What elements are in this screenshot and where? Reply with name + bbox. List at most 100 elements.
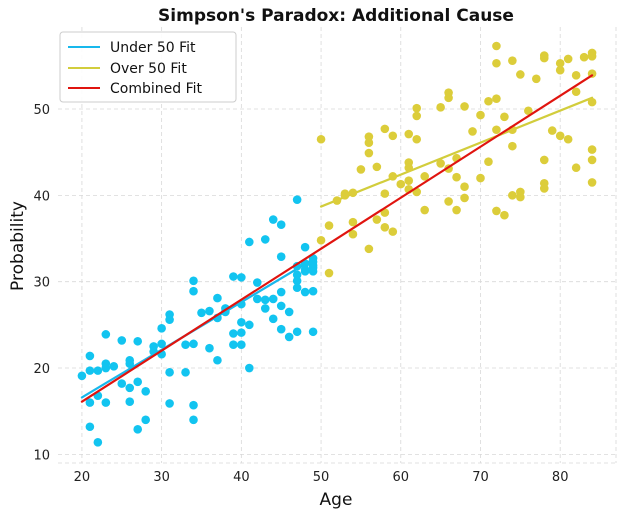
over-data-point: [563, 134, 573, 144]
over-data-point: [460, 102, 469, 111]
under-data-point: [125, 383, 135, 393]
over-data-point: [436, 102, 445, 112]
over-data-point: [539, 155, 549, 165]
under-data-point: [93, 366, 103, 375]
under-data-point: [85, 366, 95, 375]
over-data-point: [516, 192, 525, 202]
over-data-point: [500, 112, 509, 122]
over-data-point: [436, 159, 445, 168]
x-tick-label: 70: [472, 470, 489, 485]
under-data-point: [276, 220, 286, 230]
tick-labels: 20 30 40 50 60 70 80 10 20 30 40 50: [33, 103, 568, 485]
combined-fit-line: [80, 74, 594, 403]
over-data-point: [492, 41, 501, 51]
over-data-point: [587, 52, 597, 61]
over-data-point: [555, 58, 565, 68]
under-data-point: [157, 324, 166, 333]
over-data-point: [539, 53, 549, 63]
over-data-point: [492, 58, 501, 68]
over-data-point: [340, 189, 350, 198]
x-tick-label: 60: [392, 470, 409, 485]
over-data-point: [587, 97, 597, 107]
x-tick-label: 40: [233, 470, 250, 485]
under-data-point: [165, 399, 174, 408]
under-data-point: [245, 237, 254, 247]
under-data-point: [292, 327, 302, 337]
over-data-point: [508, 56, 517, 65]
under-data-point: [252, 294, 262, 304]
over-data-point: [476, 173, 485, 183]
over-data-point: [316, 235, 326, 245]
over-data-point: [516, 70, 525, 79]
over-data-point: [531, 74, 541, 84]
under-data-point: [77, 371, 87, 381]
under-data-point: [213, 355, 222, 365]
under-data-point: [292, 283, 302, 293]
legend-label-over: Over 50 Fit: [110, 61, 187, 77]
over-data-point: [468, 127, 477, 136]
under-data-point: [189, 400, 198, 410]
over-data-point: [348, 229, 358, 239]
over-data-point: [364, 132, 374, 141]
under-data-point: [189, 286, 198, 296]
under-data-point: [117, 379, 127, 388]
under-data-point: [308, 327, 318, 337]
under-data-point: [300, 287, 310, 297]
over-data-point: [348, 188, 358, 198]
under-data-point: [205, 343, 214, 353]
over-data-point: [316, 134, 326, 144]
under-data-point: [292, 195, 302, 204]
under-data-point: [268, 215, 278, 224]
under-data-point: [268, 314, 278, 324]
under-data-point: [141, 415, 150, 425]
legend-label-combined: Combined Fit: [110, 81, 203, 97]
over-data-point: [396, 179, 406, 189]
over-data-point: [587, 155, 597, 165]
over-50-fit-line: [319, 96, 594, 208]
y-tick-label: 30: [33, 276, 50, 291]
under-data-point: [141, 387, 150, 396]
over-data-point: [571, 163, 581, 173]
over-data-point: [332, 196, 342, 205]
legend-label-under: Under 50 Fit: [110, 40, 196, 56]
over-data-point: [484, 157, 493, 166]
under-data-point: [276, 287, 286, 297]
under-data-point: [197, 308, 206, 318]
over-data-point: [364, 244, 374, 254]
over-data-point: [492, 125, 501, 135]
over-data-point: [380, 124, 390, 134]
over-data-point: [452, 205, 461, 215]
over-data-point: [324, 221, 334, 230]
under-data-point: [133, 336, 143, 346]
over-data-point: [500, 210, 509, 220]
legend: Under 50 Fit Over 50 Fit Combined Fit: [59, 31, 237, 103]
x-tick-label: 30: [153, 470, 170, 485]
over-data-point: [372, 162, 382, 172]
over-data-point: [508, 141, 517, 151]
over-data-point: [412, 134, 422, 144]
under-data-point: [133, 425, 143, 434]
over-data-point: [460, 193, 469, 203]
over-data-point: [587, 178, 597, 187]
over-data-point: [547, 126, 557, 135]
under-data-point: [308, 267, 318, 276]
under-data-point: [189, 276, 198, 286]
x-tick-label: 80: [552, 470, 569, 485]
over-data-point: [555, 65, 565, 75]
under-data-point: [93, 437, 103, 447]
over-data-point: [579, 52, 589, 62]
y-tick-label: 10: [33, 448, 50, 463]
under-data-point: [276, 301, 286, 311]
under-data-point: [276, 252, 286, 261]
x-tick-label: 20: [74, 470, 91, 485]
over-data-point: [563, 54, 573, 64]
under-data-point: [237, 317, 246, 327]
over-data-point: [364, 148, 374, 158]
under-data-point: [237, 273, 246, 282]
over-data-point: [356, 165, 366, 174]
x-axis-label: Age: [320, 490, 353, 510]
under-data-point: [205, 306, 214, 316]
over-data-point: [324, 268, 334, 278]
over-data-point: [348, 217, 358, 227]
under-data-point: [85, 398, 95, 407]
